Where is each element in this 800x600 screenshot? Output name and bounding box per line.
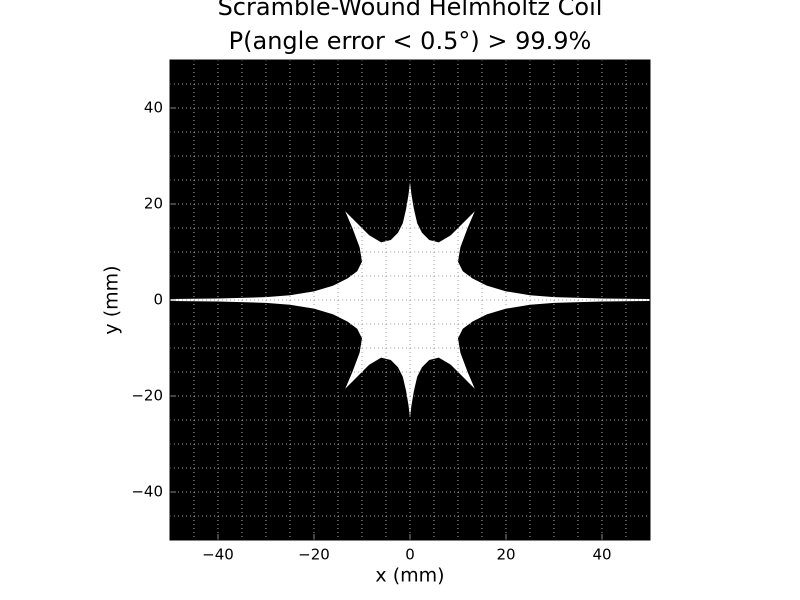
y-tick-label: 20	[144, 195, 163, 213]
x-tick-label: −40	[202, 546, 234, 564]
plot-frame	[169, 59, 651, 541]
y-axis-label: y (mm)	[101, 265, 123, 334]
y-tick-label: −20	[131, 387, 163, 405]
x-tick-label: 20	[496, 546, 515, 564]
y-tick-label: 40	[144, 99, 163, 117]
x-tick-label: −20	[298, 546, 330, 564]
chart-subtitle: P(angle error < 0.5°) > 99.9%	[229, 27, 592, 55]
chart-title: Scramble-Wound Helmholtz Coil	[218, 0, 603, 21]
y-tick-label: 0	[153, 291, 163, 309]
x-tick-label: 0	[405, 546, 415, 564]
x-axis-label: x (mm)	[375, 565, 444, 587]
x-tick-label: 40	[592, 546, 611, 564]
y-tick-label: −40	[131, 483, 163, 501]
